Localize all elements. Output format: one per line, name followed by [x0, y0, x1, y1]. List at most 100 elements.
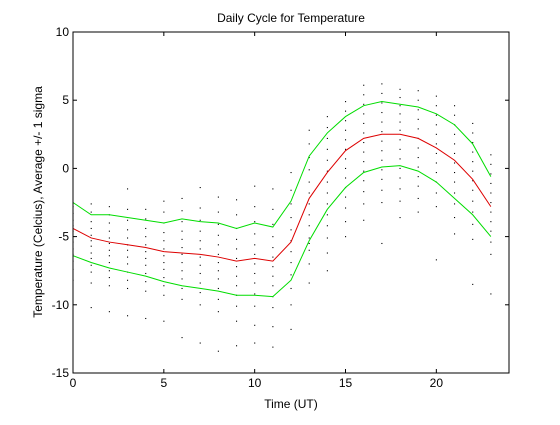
sample-dot [90, 257, 92, 260]
sample-dot [363, 84, 365, 86]
sample-dot [163, 255, 165, 257]
sample-dot [417, 99, 419, 101]
sample-dot [145, 218, 147, 220]
sample-dot [454, 133, 456, 135]
sample-dot [381, 111, 383, 114]
sample-dot [199, 219, 201, 221]
series-line-lower [72, 165, 492, 298]
sample-dot [217, 278, 219, 280]
sample-dot [290, 262, 292, 264]
x-tick-label: 20 [430, 376, 444, 390]
sample-dot [363, 122, 365, 124]
x-tick-label: 15 [339, 376, 353, 390]
sample-dot [90, 307, 92, 309]
sample-dot [163, 285, 165, 287]
sample-dot [181, 247, 183, 249]
sample-dot [363, 103, 365, 105]
sample-dot [490, 293, 492, 295]
y-axis-label: Temperature (Celcius), Average +/- 1 sig… [31, 86, 45, 318]
sample-dot [381, 121, 383, 123]
sample-dot [417, 147, 419, 149]
sample-dot [308, 181, 310, 183]
sample-dot [490, 173, 492, 175]
sample-dot [236, 257, 238, 260]
sample-dot [145, 317, 147, 320]
sample-dot [417, 156, 419, 159]
sample-dot [399, 167, 401, 169]
sample-dot [308, 192, 310, 194]
sample-dot [472, 200, 474, 202]
sample-dot [472, 161, 474, 163]
sample-dot [181, 238, 183, 240]
sample-dot [290, 189, 292, 191]
sample-dot [145, 236, 147, 238]
sample-dot [399, 200, 401, 202]
sample-dot [381, 169, 383, 171]
sample-dot [181, 337, 183, 339]
sample-dot [326, 116, 328, 118]
sample-dot [199, 230, 201, 232]
sample-dot [363, 191, 365, 193]
sample-dot [108, 230, 110, 232]
sample-dot [254, 272, 256, 275]
sample-dot [454, 203, 456, 205]
sample-dot [490, 241, 492, 243]
sample-dot [181, 262, 183, 264]
sample-dot [381, 150, 383, 152]
sample-dot [417, 90, 419, 92]
sample-dot [381, 92, 383, 94]
sample-dot [181, 278, 183, 280]
sample-dot [217, 350, 219, 352]
sample-dot [308, 169, 310, 171]
y-tick-label: 0 [62, 161, 69, 175]
sample-dot [381, 131, 383, 133]
sample-dot [127, 188, 129, 190]
sample-dot [290, 287, 292, 290]
sample-dot [435, 105, 437, 107]
x-axis-label: Time (UT) [264, 397, 318, 411]
sample-dot [199, 256, 201, 258]
sample-dot [236, 305, 238, 307]
sample-dot [163, 262, 165, 264]
y-tick-label: -15 [52, 366, 70, 380]
sample-dot [417, 211, 419, 213]
sample-dot [272, 307, 274, 309]
sample-dot [163, 232, 165, 234]
sample-dot [308, 249, 310, 251]
sample-dot [326, 237, 328, 239]
sample-dot [399, 217, 401, 219]
sample-dots-layer [72, 83, 492, 352]
sample-dot [290, 203, 292, 205]
sample-dot [399, 188, 401, 190]
sample-dot [163, 320, 165, 322]
sample-dot [435, 162, 437, 164]
sample-dot [454, 105, 456, 107]
sample-dot [326, 181, 328, 183]
sample-dot [345, 129, 347, 131]
sample-dot [272, 256, 274, 258]
sample-dot [236, 214, 238, 216]
sample-dot [381, 189, 383, 191]
sample-dot [435, 114, 437, 116]
sample-dot [108, 270, 110, 272]
sample-dot [399, 105, 401, 107]
sample-dot [345, 101, 347, 103]
sample-dot [108, 206, 110, 208]
sample-dot [399, 148, 401, 150]
sample-dot [217, 223, 219, 225]
sample-dot [236, 248, 238, 250]
sample-dot [272, 326, 274, 328]
sample-dot [345, 207, 347, 209]
sample-dot [163, 248, 165, 250]
sample-dot [254, 263, 256, 265]
sample-dot [381, 102, 383, 104]
sample-dot [254, 342, 256, 344]
sample-dot [399, 113, 401, 115]
sample-dot [90, 245, 92, 247]
sample-dot [381, 83, 383, 85]
sample-dot [399, 139, 401, 141]
sample-dot [381, 202, 383, 204]
sample-dot [454, 181, 456, 183]
